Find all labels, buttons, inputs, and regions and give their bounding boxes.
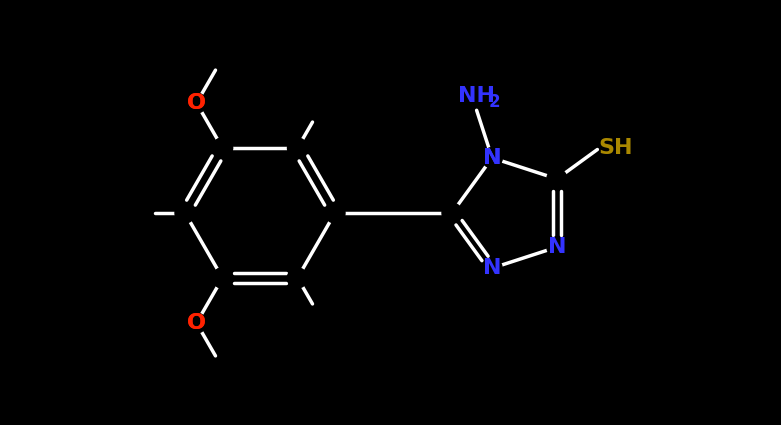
Circle shape <box>212 268 233 288</box>
Circle shape <box>482 258 502 278</box>
Text: O: O <box>187 93 206 113</box>
Circle shape <box>326 204 344 222</box>
Circle shape <box>548 170 566 188</box>
Text: 2: 2 <box>489 93 501 111</box>
Circle shape <box>288 269 306 287</box>
Circle shape <box>187 93 206 113</box>
Circle shape <box>176 204 194 222</box>
Circle shape <box>482 148 502 168</box>
Circle shape <box>288 139 306 157</box>
Circle shape <box>482 148 502 168</box>
Circle shape <box>212 268 233 288</box>
Text: O: O <box>187 93 206 113</box>
Text: N: N <box>483 148 501 168</box>
Text: NH: NH <box>458 86 495 106</box>
Circle shape <box>212 138 233 158</box>
Circle shape <box>212 138 233 158</box>
Circle shape <box>547 169 567 189</box>
Circle shape <box>187 313 206 333</box>
Circle shape <box>443 204 461 222</box>
Circle shape <box>442 203 462 223</box>
Circle shape <box>547 237 567 257</box>
Text: N: N <box>483 258 501 278</box>
Text: O: O <box>187 313 206 333</box>
Circle shape <box>175 203 195 223</box>
Circle shape <box>287 268 308 288</box>
Text: N: N <box>483 148 501 168</box>
Text: N: N <box>547 237 566 257</box>
Text: SH: SH <box>598 138 633 158</box>
Circle shape <box>325 203 345 223</box>
Circle shape <box>287 138 308 158</box>
Text: O: O <box>187 313 206 333</box>
